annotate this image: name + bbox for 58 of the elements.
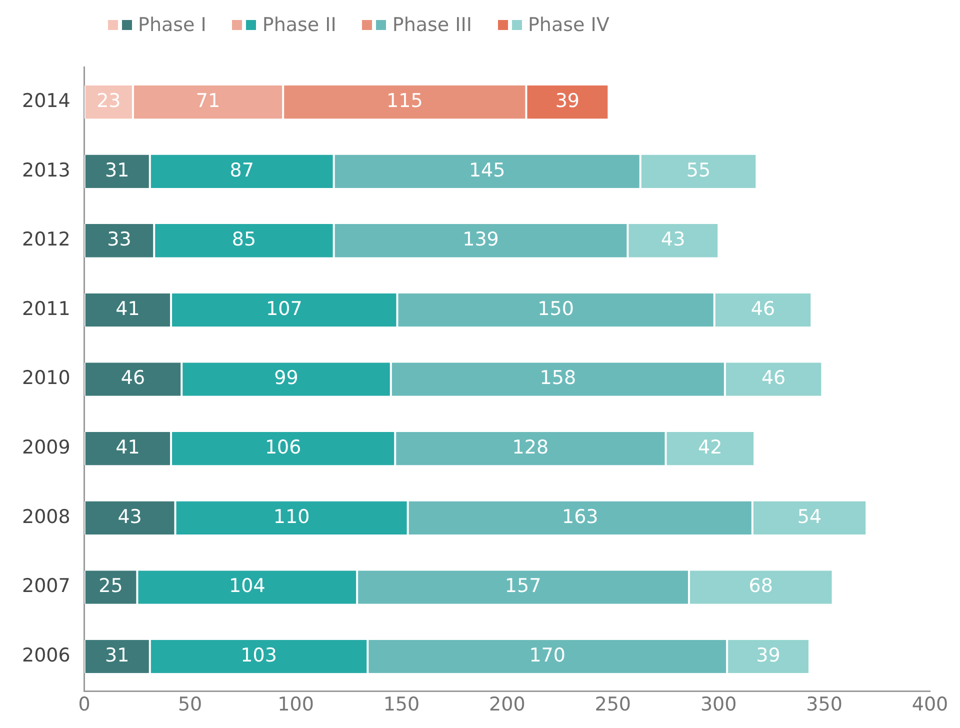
y-tick-label: 2009 (22, 436, 70, 459)
x-tick-label: 400 (912, 694, 948, 716)
data-label: 85 (232, 228, 256, 251)
data-label: 115 (386, 90, 423, 112)
x-tick-label: 300 (700, 694, 737, 716)
data-label: 68 (748, 575, 773, 598)
y-tick-label: 2010 (22, 367, 70, 390)
data-label: 23 (96, 90, 121, 112)
legend-label: Phase I (138, 14, 206, 36)
data-label: 31 (105, 644, 130, 666)
y-tick-label: 2013 (22, 159, 70, 182)
data-label: 43 (118, 506, 142, 528)
x-tick-label: 0 (78, 694, 90, 716)
x-tick-label: 100 (278, 694, 314, 716)
y-tick-label: 2006 (22, 644, 70, 666)
x-tick-label: 200 (489, 694, 526, 716)
data-label: 150 (538, 298, 574, 320)
legend-label: Phase IV (528, 14, 610, 36)
y-tick-label: 2014 (22, 90, 70, 112)
data-label: 158 (540, 367, 576, 390)
data-label: 55 (686, 159, 711, 182)
data-label: 139 (462, 228, 499, 251)
data-label: 43 (661, 228, 686, 251)
data-label: 87 (230, 159, 254, 182)
data-label: 170 (529, 644, 566, 666)
y-tick-label: 2012 (22, 228, 70, 251)
y-tick-label: 2011 (22, 298, 70, 320)
x-tick-label: 50 (178, 694, 202, 716)
data-label: 25 (98, 575, 123, 598)
data-label: 128 (512, 436, 549, 459)
data-label: 103 (240, 644, 277, 666)
data-label: 41 (116, 298, 140, 320)
data-label: 46 (761, 367, 786, 390)
data-label: 46 (750, 298, 776, 320)
data-label: 110 (273, 506, 310, 528)
data-label: 157 (504, 575, 542, 598)
data-label: 31 (105, 159, 130, 182)
y-tick-label: 2008 (22, 506, 70, 528)
data-label: 33 (107, 228, 132, 251)
data-label: 99 (274, 367, 298, 390)
x-tick-label: 250 (594, 694, 632, 716)
data-label: 71 (196, 90, 220, 112)
data-label: 42 (698, 436, 722, 459)
data-label: 163 (562, 506, 598, 528)
data-label: 104 (229, 575, 266, 598)
data-label: 39 (756, 644, 780, 666)
x-tick-label: 350 (806, 694, 842, 716)
data-label: 145 (468, 159, 506, 182)
data-label: 106 (264, 436, 302, 459)
data-label: 39 (555, 90, 580, 112)
legend-label: Phase III (392, 14, 472, 36)
data-label: 107 (266, 298, 302, 320)
y-tick-label: 2007 (22, 575, 70, 598)
legend-label: Phase II (262, 14, 336, 36)
data-label: 46 (120, 367, 146, 390)
data-label: 41 (116, 436, 140, 459)
x-tick-label: 150 (383, 694, 420, 716)
data-label: 54 (797, 506, 822, 528)
